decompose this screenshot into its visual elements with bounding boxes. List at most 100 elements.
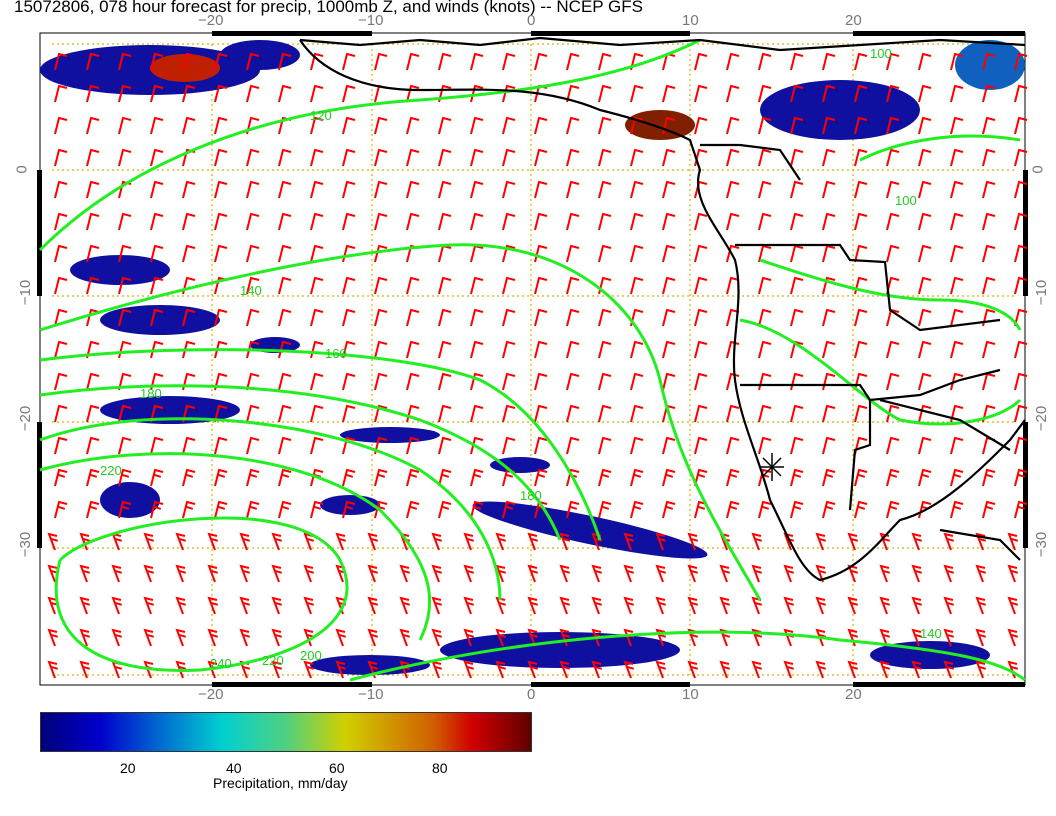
wind-barb (463, 660, 475, 679)
wind-barb (246, 52, 260, 71)
wind-barb (950, 340, 964, 359)
wind-barb (662, 84, 676, 103)
wind-barb (822, 180, 836, 199)
geopotential-contours (38, 38, 1026, 682)
wind-barb (271, 596, 283, 615)
wind-barb (342, 116, 356, 135)
wind-barb (54, 180, 68, 199)
wind-barb (694, 84, 708, 103)
wind-barb (406, 52, 420, 71)
wind-barb (886, 404, 900, 423)
wind-barb (726, 52, 740, 71)
wind-barb (86, 52, 100, 71)
wind-barb (246, 84, 260, 103)
wind-barb (662, 436, 676, 455)
wind-barb (790, 436, 804, 455)
wind-barb (982, 468, 996, 487)
wind-barb (566, 500, 580, 519)
wind-barb (502, 52, 516, 71)
wind-barb (886, 468, 900, 487)
wind-barb (790, 148, 804, 167)
wind-barb (374, 52, 388, 71)
wind-barb (246, 500, 260, 519)
wind-barb (982, 276, 996, 295)
wind-barb (790, 84, 804, 103)
wind-barb (726, 468, 740, 487)
wind-barb (310, 276, 324, 295)
wind-barb (534, 372, 548, 391)
wind-barb (982, 340, 996, 359)
wind-barb (86, 244, 100, 263)
wind-barb (566, 308, 580, 327)
wind-barb (950, 116, 964, 135)
wind-barb (406, 148, 420, 167)
wind-barb (726, 116, 740, 135)
wind-barb (342, 372, 356, 391)
wind-barb (815, 628, 827, 647)
contour-label: 220 (100, 463, 122, 478)
wind-barb (534, 468, 548, 487)
wind-barb (566, 84, 580, 103)
wind-barb (150, 276, 164, 295)
wind-barb (182, 500, 196, 519)
wind-barb (86, 372, 100, 391)
wind-barb (918, 468, 932, 487)
wind-barb (854, 84, 868, 103)
colorbar-tick: 20 (120, 760, 136, 776)
wind-barb (854, 116, 868, 135)
wind-barb (502, 148, 516, 167)
wind-barb (438, 212, 452, 231)
wind-barb (630, 148, 644, 167)
lon-tick-top: 20 (845, 12, 862, 29)
wind-barb (982, 180, 996, 199)
wind-barb (822, 84, 836, 103)
wind-barb (655, 628, 667, 647)
wind-barb (207, 564, 219, 583)
wind-barb (815, 532, 827, 551)
wind-barb (655, 660, 667, 679)
wind-barb (342, 340, 356, 359)
wind-barb (911, 596, 923, 615)
wind-barb (918, 212, 932, 231)
wind-barb (1007, 564, 1019, 583)
wind-barb (694, 244, 708, 263)
wind-barb (975, 596, 987, 615)
wind-barb (150, 340, 164, 359)
wind-barb (246, 244, 260, 263)
wind-barb (118, 84, 132, 103)
wind-barb (182, 212, 196, 231)
wind-barb (246, 372, 260, 391)
wind-barb (559, 596, 571, 615)
wind-barb (879, 564, 891, 583)
wind-barb (214, 212, 228, 231)
wind-barb (1014, 212, 1028, 231)
wind-barb (239, 564, 251, 583)
wind-barb (406, 468, 420, 487)
wind-barb (150, 180, 164, 199)
wind-barb (854, 340, 868, 359)
wind-barb (662, 340, 676, 359)
lon-tick-bottom: 0 (527, 686, 536, 703)
wind-barb (278, 500, 292, 519)
wind-barb (662, 276, 676, 295)
wind-barb (502, 180, 516, 199)
wind-barb (726, 372, 740, 391)
wind-barb (310, 436, 324, 455)
wind-barb (694, 340, 708, 359)
wind-barb (182, 308, 196, 327)
wind-barb (175, 532, 187, 551)
wind-barb (534, 308, 548, 327)
wind-barb (598, 212, 612, 231)
wind-barb (598, 436, 612, 455)
wind-barb (54, 148, 68, 167)
wind-barb (150, 212, 164, 231)
wind-barb (950, 500, 964, 519)
wind-barb (239, 532, 251, 551)
colorbar-tick: 80 (432, 760, 448, 776)
wind-barb (502, 340, 516, 359)
wind-barb (214, 308, 228, 327)
map-title: 15072806, 078 hour forecast for precip, … (14, 0, 643, 16)
wind-barb (438, 500, 452, 519)
wind-barb (150, 244, 164, 263)
wind-barb (534, 436, 548, 455)
